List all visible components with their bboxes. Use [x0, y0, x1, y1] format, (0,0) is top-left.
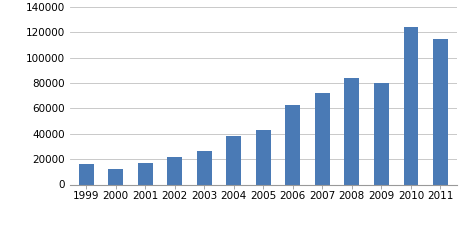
- Bar: [79, 164, 94, 184]
- Bar: [167, 157, 182, 184]
- Bar: [108, 169, 123, 184]
- Bar: [315, 93, 330, 184]
- Bar: [286, 105, 300, 184]
- Bar: [404, 27, 418, 184]
- Bar: [374, 83, 389, 184]
- Bar: [197, 151, 212, 184]
- Bar: [138, 163, 152, 184]
- Bar: [256, 130, 271, 184]
- Bar: [344, 78, 359, 184]
- Bar: [226, 136, 241, 184]
- Bar: [433, 39, 448, 184]
